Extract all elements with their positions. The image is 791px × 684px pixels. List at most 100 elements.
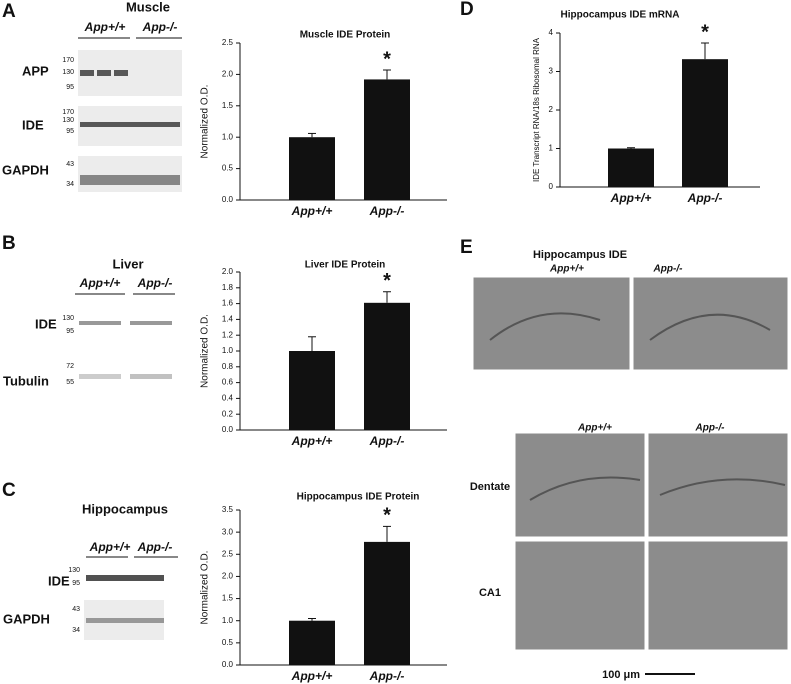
micrograph: [472, 276, 631, 371]
y-tick-label: 1.0: [222, 346, 234, 355]
image-title: Hippocampus IDE: [533, 249, 627, 261]
y-axis-label: IDE Transcript RNA/18s Ribosomal RNA: [532, 37, 541, 182]
marker: 170: [62, 57, 74, 64]
y-tick-label: 3.0: [222, 527, 234, 536]
marker: 43: [66, 161, 74, 168]
y-tick-label: 1: [549, 144, 554, 153]
region-label: Dentate: [470, 481, 510, 493]
y-tick-label: 0: [549, 182, 554, 191]
y-tick-label: 1.5: [222, 594, 234, 603]
marker: 95: [66, 84, 74, 91]
chart-title: Liver IDE Protein: [305, 260, 386, 271]
bar: [682, 59, 728, 187]
marker: 43: [72, 606, 80, 613]
genotype: App+/+: [79, 276, 121, 290]
panel-letter: A: [2, 1, 16, 22]
genotype: App-/-: [137, 276, 173, 290]
genotype: App-/-: [653, 264, 684, 275]
marker: 95: [66, 328, 74, 335]
annotation: *: [383, 270, 391, 292]
x-tick-label: App-/-: [369, 204, 405, 218]
bands: [80, 70, 180, 185]
y-tick-label: 0.4: [222, 394, 234, 403]
y-tick-label: 0.0: [222, 195, 234, 204]
panel-letter: D: [460, 0, 474, 20]
y-tick-label: 2: [549, 105, 554, 114]
y-tick-label: 1.8: [222, 283, 234, 292]
y-tick-label: 3: [549, 67, 554, 76]
x-tick-label: App+/+: [291, 204, 333, 218]
row-label: GAPDH: [2, 162, 49, 177]
genotype: App+/+: [89, 540, 131, 554]
y-tick-label: 1.6: [222, 299, 234, 308]
y-axis-label: Normalized O.D.: [200, 314, 211, 388]
micrograph: [647, 432, 789, 538]
y-tick-label: 1.5: [222, 101, 234, 110]
x-tick-label: App+/+: [291, 669, 333, 683]
annotation: *: [383, 48, 391, 70]
chart-title: Hippocampus IDE Protein: [297, 492, 420, 503]
panel-letter: C: [2, 480, 16, 501]
y-tick-label: 1.0: [222, 616, 234, 625]
blot: [84, 600, 164, 640]
genotype: App-/-: [142, 20, 178, 34]
y-tick-label: 0.5: [222, 164, 234, 173]
panel-letter: E: [460, 237, 473, 258]
bands: [79, 321, 172, 379]
genotype: App+/+: [84, 20, 126, 34]
marker: 34: [72, 627, 80, 634]
tissue-contours: [489, 312, 786, 501]
bar: [364, 79, 410, 200]
y-tick-label: 2.0: [222, 70, 234, 79]
panel-letter: B: [2, 233, 16, 254]
row-label: IDE: [48, 573, 70, 588]
marker: 130: [68, 567, 80, 574]
y-tick-label: 3.5: [222, 505, 234, 514]
marker: 72: [66, 363, 74, 370]
row-label: GAPDH: [3, 611, 50, 626]
bar: [289, 351, 335, 430]
bar: [364, 302, 410, 430]
marker: 95: [72, 580, 80, 587]
chart-title: Muscle IDE Protein: [300, 30, 391, 41]
blot-title: Muscle: [126, 0, 170, 14]
bar: [608, 148, 654, 187]
x-tick-label: App-/-: [369, 669, 405, 683]
marker: 130: [62, 69, 74, 76]
y-tick-label: 0.8: [222, 362, 234, 371]
y-tick-label: 1.0: [222, 132, 234, 141]
marker: 95: [66, 128, 74, 135]
genotype: App+/+: [577, 423, 612, 434]
row-label: Tubulin: [3, 373, 49, 388]
x-tick-label: App+/+: [291, 434, 333, 448]
y-tick-label: 0.0: [222, 425, 234, 434]
y-tick-label: 0.5: [222, 638, 234, 647]
bar: [364, 541, 410, 665]
genotype: App-/-: [695, 423, 726, 434]
y-tick-label: 0.2: [222, 409, 234, 418]
y-tick-label: 0.6: [222, 378, 234, 387]
y-tick-label: 0.0: [222, 660, 234, 669]
row-label: APP: [22, 63, 49, 78]
row-label: IDE: [35, 316, 57, 331]
y-tick-label: 1.4: [222, 315, 234, 324]
y-tick-label: 1.2: [222, 330, 234, 339]
y-tick-label: 2.0: [222, 572, 234, 581]
annotation: *: [701, 21, 709, 43]
marker: 34: [66, 181, 74, 188]
micrograph: [514, 432, 646, 538]
chart-title: Hippocampus IDE mRNA: [561, 10, 680, 21]
blot: [78, 156, 182, 192]
row-label: IDE: [22, 117, 44, 132]
x-tick-label: App-/-: [369, 434, 405, 448]
blot-title: Liver: [112, 256, 143, 271]
marker: 130: [62, 117, 74, 124]
marker: 55: [66, 379, 74, 386]
y-tick-label: 2.5: [222, 549, 234, 558]
bar: [289, 620, 335, 665]
genotype: App-/-: [137, 540, 173, 554]
genotype: App+/+: [549, 264, 584, 275]
y-axis-label: Normalized O.D.: [200, 551, 211, 625]
micrograph: [514, 540, 646, 651]
y-tick-label: 4: [549, 28, 554, 37]
